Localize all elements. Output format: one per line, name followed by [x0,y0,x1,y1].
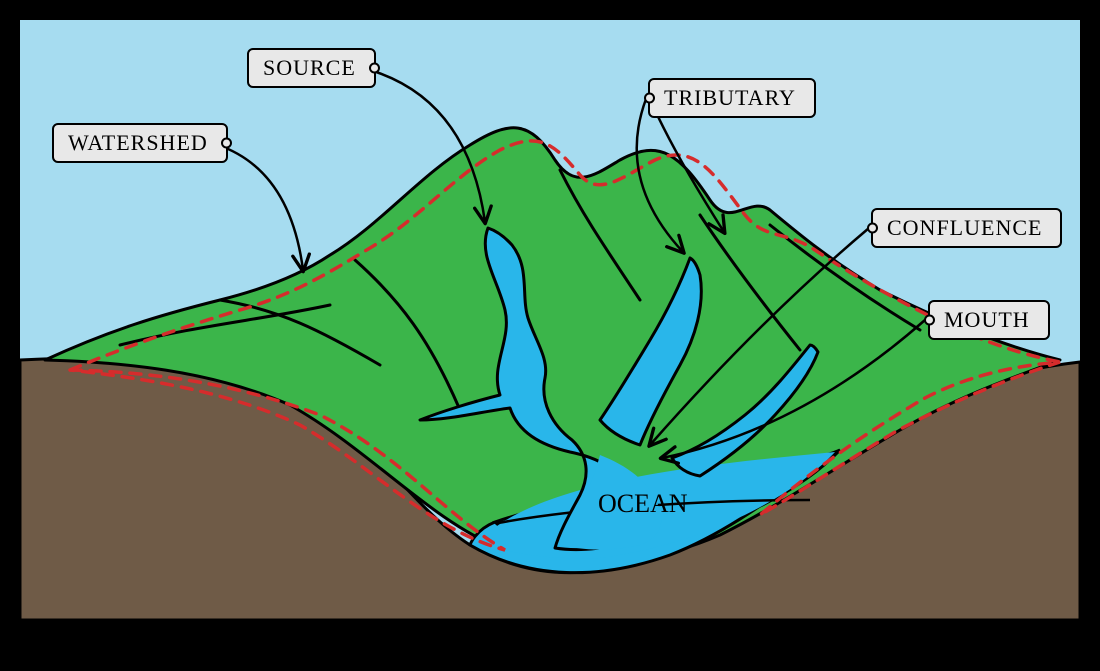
diagram-root: OCEAN WATERSHED SOURCE TRIBUTARY CONFLUE… [0,0,1100,671]
label-watershed: WATERSHED [52,123,228,163]
ocean-label: OCEAN [598,489,688,518]
label-source: SOURCE [247,48,376,88]
label-tributary: TRIBUTARY [648,78,816,118]
label-mouth: MOUTH [928,300,1050,340]
label-confluence: CONFLUENCE [871,208,1062,248]
